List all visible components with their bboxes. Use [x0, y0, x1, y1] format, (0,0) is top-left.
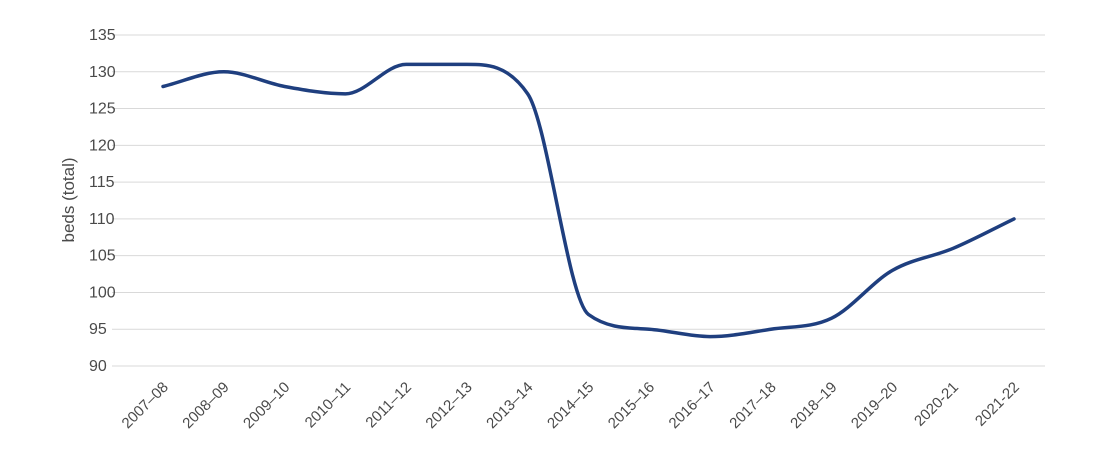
data-point — [404, 62, 408, 66]
x-tick-label: 2018–19 — [787, 379, 840, 432]
data-point — [951, 246, 955, 250]
y-tick-label: 95 — [89, 321, 107, 338]
data-point — [1012, 217, 1016, 221]
data-point — [769, 327, 773, 331]
data-point — [526, 92, 530, 96]
y-axis-ticks: 135 130 125 120 115 110 105 100 95 90 — [89, 27, 116, 375]
series-line — [161, 62, 1016, 339]
data-point — [708, 335, 712, 339]
y-tick-label: 135 — [89, 27, 116, 44]
x-tick-label: 2020-21 — [911, 379, 962, 430]
x-tick-label: 2016–17 — [666, 379, 719, 432]
data-point — [830, 316, 834, 320]
x-tick-label: 2009–10 — [240, 379, 293, 432]
series-layer — [161, 62, 1016, 339]
y-axis-label: beds (total) — [59, 157, 78, 242]
x-tick-label: 2019–20 — [848, 379, 901, 432]
data-point — [222, 70, 226, 74]
x-tick-label: 2014–15 — [544, 379, 597, 432]
x-tick-label: 2021-22 — [972, 379, 1023, 430]
y-tick-label: 90 — [89, 358, 107, 375]
y-tick-label: 100 — [89, 284, 116, 301]
x-tick-label: 2013–14 — [483, 379, 536, 432]
x-tick-label: 2008–09 — [179, 379, 232, 432]
x-tick-label: 2015–16 — [605, 379, 658, 432]
data-point — [587, 313, 591, 317]
x-tick-label: 2017–18 — [726, 379, 779, 432]
data-point — [465, 62, 469, 66]
x-tick-label: 2007–08 — [119, 379, 172, 432]
y-tick-label: 125 — [89, 101, 116, 118]
gridlines — [112, 34, 1045, 367]
y-tick-label: 130 — [89, 64, 116, 81]
y-tick-label: 105 — [89, 248, 116, 265]
x-tick-label: 2012–13 — [422, 379, 475, 432]
data-point — [343, 92, 347, 96]
x-axis-ticks: 2007–08 2008–09 2009–10 2010–11 2011–12 2012–… — [119, 379, 1023, 432]
data-point — [161, 84, 165, 88]
x-tick-label: 2011–12 — [362, 379, 415, 432]
data-point — [647, 327, 651, 331]
data-point — [283, 84, 287, 88]
y-tick-label: 115 — [89, 174, 115, 191]
y-tick-label: 110 — [89, 211, 115, 228]
y-tick-label: 120 — [89, 137, 116, 154]
x-tick-label: 2010–11 — [302, 379, 355, 432]
data-point — [890, 268, 894, 272]
